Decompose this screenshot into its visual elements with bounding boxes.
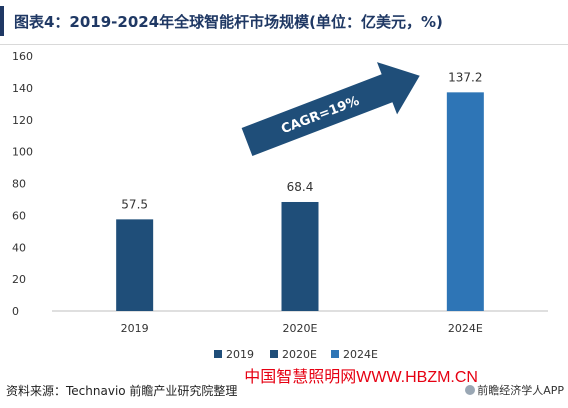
- legend-label: 2020E: [282, 348, 317, 361]
- publisher-name: 前瞻经济学人APP: [477, 384, 564, 397]
- cagr-arrow-shape: [241, 62, 420, 157]
- x-tick-label: 2024E: [448, 322, 483, 335]
- y-tick-label: 60: [12, 209, 26, 222]
- data-label-2024E: 137.2: [448, 70, 482, 84]
- legend-swatch: [331, 350, 339, 358]
- y-tick-label: 0: [12, 305, 19, 318]
- legend-swatch: [214, 350, 222, 358]
- cagr-arrow: CAGR=19%: [241, 62, 420, 157]
- y-tick-label: 160: [12, 50, 33, 63]
- title-accent-bar: [0, 6, 4, 36]
- y-tick-label: 20: [12, 273, 26, 286]
- legend-label: 2024E: [343, 348, 378, 361]
- bar-2024E: [446, 92, 484, 312]
- y-tick-label: 40: [12, 241, 26, 254]
- data-label-2019: 57.5: [121, 197, 148, 211]
- y-tick-label: 80: [12, 178, 26, 191]
- bar-2019: [116, 219, 154, 311]
- x-tick-label: 2020E: [283, 322, 318, 335]
- data-label-2020E: 68.4: [287, 180, 314, 194]
- y-tick-label: 140: [12, 82, 33, 95]
- x-tick-label: 2019: [121, 322, 149, 335]
- bar-2020E: [281, 201, 319, 311]
- legend-swatch: [270, 350, 278, 358]
- title-divider: [0, 44, 568, 45]
- publisher-credit: 前瞻经济学人APP: [465, 382, 564, 398]
- source-note: 资料来源：Technavio 前瞻产业研究院整理: [6, 384, 238, 398]
- chart-title: 图表4：2019-2024年全球智能杆市场规模(单位：亿美元，%): [14, 13, 443, 31]
- y-tick-label: 120: [12, 114, 33, 127]
- publisher-logo-icon: [465, 385, 476, 395]
- legend-label: 2019: [226, 348, 254, 361]
- watermark-text: 中国智慧照明网WWW.HBZM.CN: [244, 369, 478, 386]
- y-tick-label: 100: [12, 146, 33, 159]
- title-bar: 图表4：2019-2024年全球智能杆市场规模(单位：亿美元，%): [0, 0, 568, 42]
